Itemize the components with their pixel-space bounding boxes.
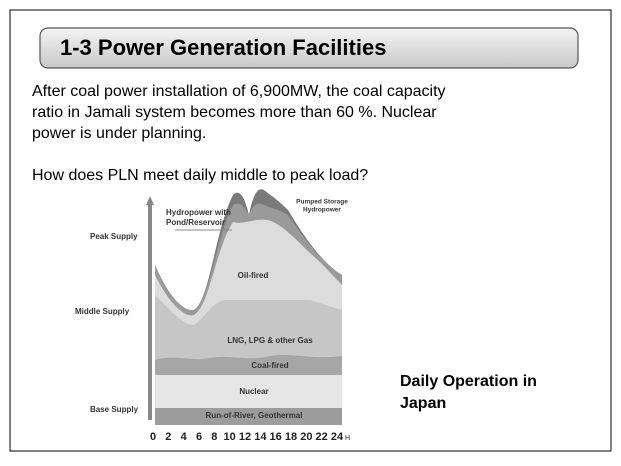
hour-label: 22 (316, 431, 328, 443)
hour-label: 12 (239, 431, 251, 443)
question: How does PLN meet daily middle to peak l… (32, 167, 368, 184)
layer-label: LNG, LPG & other Gas (227, 336, 313, 345)
hour-unit: H (345, 435, 350, 442)
layer-label: Nuclear (239, 387, 268, 396)
hour-label: 14 (254, 431, 267, 443)
layer-label: Oil-fired (238, 271, 269, 280)
annotation: Pond/Reservoir (166, 218, 225, 227)
hour-label: 16 (270, 431, 282, 443)
title-box (39, 27, 579, 69)
caption: Japan (400, 395, 446, 412)
hour-label: 18 (285, 431, 297, 443)
layer-label: Coal-fired (251, 361, 288, 370)
paragraph-line: ratio in Jamali system becomes more than… (32, 104, 437, 121)
hour-label: 6 (196, 431, 202, 443)
paragraph-line: power is under planning. (32, 125, 206, 142)
hour-label: 8 (211, 431, 217, 443)
hour-label: 10 (224, 431, 236, 443)
slide-border (9, 9, 612, 452)
figure: Peak Supply Middle Supply Base Supply Oi… (75, 189, 350, 443)
title: 1-3 Power Generation Facilities (60, 35, 386, 60)
run-of-river-area (155, 408, 342, 425)
supply-level: Middle Supply (75, 307, 130, 316)
hour-label: 20 (300, 431, 312, 443)
supply-level: Base Supply (90, 405, 139, 414)
caption: Daily Operation in (400, 373, 537, 390)
arrow (146, 196, 154, 420)
supply-level: Peak Supply (90, 232, 138, 241)
layer-label: Run-of-River, Geothermal (206, 411, 303, 420)
paragraph-line: After coal power installation of 6,900MW… (32, 83, 446, 100)
annotation: Hydropower (303, 207, 341, 214)
hour-label: 4 (181, 431, 188, 443)
hour-label: 24 (331, 431, 344, 443)
hour-label: 0 (150, 431, 156, 443)
hour-label: 2 (165, 431, 171, 443)
annotation: Pumped Storage (296, 199, 348, 206)
annotation: Hydropower with (166, 208, 231, 217)
